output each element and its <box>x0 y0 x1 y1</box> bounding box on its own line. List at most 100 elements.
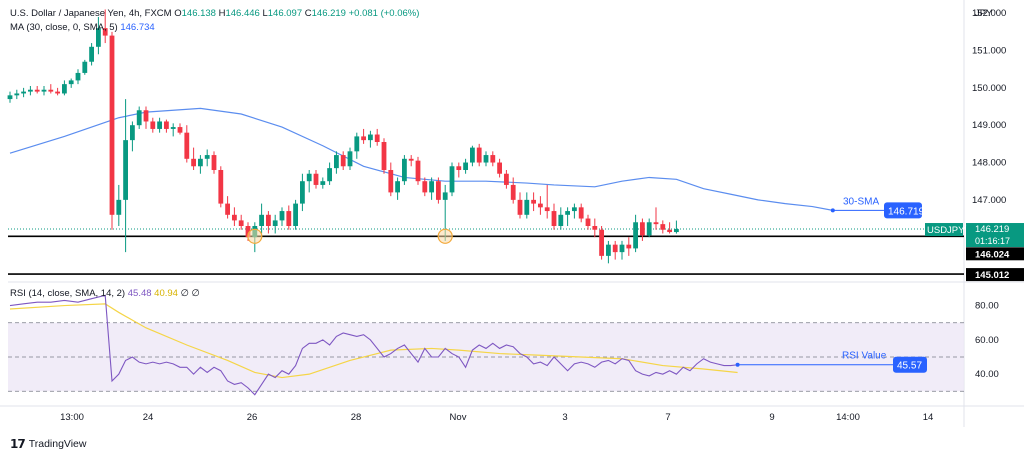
candle-body <box>504 173 509 185</box>
candle-body <box>55 91 60 94</box>
candle-body <box>456 166 462 170</box>
time-axis-label: 24 <box>143 412 154 423</box>
ma-annotation-badge <box>884 202 922 219</box>
candle-body <box>354 136 360 152</box>
candle-body <box>300 181 305 204</box>
candle-body <box>259 214 264 226</box>
rsi-legend-extra: ∅ ∅ <box>180 288 200 299</box>
candle-body <box>340 155 346 167</box>
ma-annotation-dot <box>830 208 835 213</box>
rsi-tick-label: 80.00 <box>975 301 999 312</box>
candle-body <box>272 220 278 226</box>
candle-body <box>82 61 88 73</box>
candle-body <box>551 211 557 226</box>
candle-body <box>476 147 482 163</box>
ma-annotation-label: 30-SMA <box>843 196 879 207</box>
candle-body <box>204 155 210 159</box>
candle-body <box>585 218 591 226</box>
candle-body <box>510 184 516 200</box>
candle-body <box>483 155 489 163</box>
candle-body <box>646 222 652 236</box>
tradingview-logo[interactable]: 𝟭𝟳 TradingView <box>10 437 86 451</box>
candle-body <box>279 211 285 221</box>
candle-body <box>599 229 604 256</box>
candle-body <box>395 181 400 193</box>
candle-body <box>640 222 645 236</box>
candle-body <box>538 203 543 208</box>
candle-body <box>320 181 326 185</box>
candle-body <box>102 28 108 36</box>
candle-body <box>136 110 142 126</box>
rsi-annotation-badge <box>893 356 927 373</box>
candle-body <box>48 89 54 92</box>
candle-body <box>116 199 122 215</box>
candle-body <box>470 147 475 163</box>
time-axis-label: Nov <box>450 412 467 423</box>
time-axis-label: 14 <box>923 412 934 423</box>
candle-body <box>191 158 196 167</box>
candle-body <box>238 220 244 226</box>
candle-body <box>75 72 81 81</box>
rsi-legend-value: 45.48 <box>127 288 152 299</box>
current-price-label: 146.219 <box>975 224 1009 235</box>
candle-body <box>225 203 230 215</box>
candle-body <box>592 226 598 230</box>
candle-body <box>218 170 224 204</box>
price-tick-label: 147.000 <box>972 195 1006 206</box>
candle-body <box>422 181 428 193</box>
candle-body <box>293 203 298 226</box>
time-axis-label: 28 <box>351 412 362 423</box>
candle-body <box>497 162 502 174</box>
price-tick-label: 151.000 <box>972 46 1006 57</box>
candle-body <box>558 214 564 226</box>
ma-legend: MA (30, close, 0, SMA, 5) 146.734 <box>10 22 155 33</box>
current-symbol-badge <box>925 223 963 237</box>
candle-body <box>198 158 203 167</box>
candle-body <box>313 173 319 185</box>
candle-body <box>606 244 611 256</box>
candle-body <box>109 35 115 215</box>
candle-body <box>245 226 251 238</box>
candle-body <box>164 121 169 129</box>
candle-body <box>429 181 434 193</box>
time-axis-label: 14:00 <box>836 412 860 423</box>
wick-highlight-circle <box>247 228 263 244</box>
rsi-ma-line <box>9 303 738 379</box>
candle-body <box>7 95 13 100</box>
price-tick-label: 152.000 <box>972 8 1006 19</box>
candle-body <box>565 211 570 215</box>
ohlc-open: 146.138 <box>181 8 216 19</box>
candle-body <box>347 151 353 167</box>
support-lower-badge <box>966 268 1024 282</box>
candle-body <box>544 207 550 212</box>
time-axis-label: 13:00 <box>60 412 84 423</box>
candle-body <box>21 91 26 94</box>
candle-body <box>211 155 217 170</box>
price-axis-currency: JPY <box>975 8 993 19</box>
ma-legend-label: MA (30, close, 0, SMA, 5) <box>10 22 118 33</box>
candle-body <box>653 222 659 225</box>
candle-body <box>130 125 135 141</box>
ohlc-change: +0.081 (+0.06%) <box>348 8 420 19</box>
candle-body <box>14 93 20 96</box>
candle-body <box>143 110 149 122</box>
candle-body <box>436 181 441 200</box>
candle-body <box>34 89 40 92</box>
rsi-annotation-label: RSI Value <box>842 351 887 362</box>
candle-body <box>402 158 407 182</box>
candle-body <box>150 121 156 129</box>
candle-body <box>266 214 271 226</box>
candle-body <box>381 142 387 170</box>
candle-body <box>660 224 666 230</box>
candle-body <box>449 166 455 193</box>
rsi-tick-label: 40.00 <box>975 369 999 380</box>
rsi-legend: RSI (14, close, SMA, 14, 2) 45.48 40.94 … <box>10 288 200 299</box>
countdown-label: 01:16:17 <box>975 236 1010 246</box>
rsi-ma-legend-value: 40.94 <box>154 288 178 299</box>
rsi-annotation-value: 45.57 <box>897 361 922 372</box>
ohlc-low-label: L <box>262 8 268 19</box>
candle-body <box>177 127 183 133</box>
candle-body <box>408 158 414 161</box>
candle-body <box>334 155 339 169</box>
